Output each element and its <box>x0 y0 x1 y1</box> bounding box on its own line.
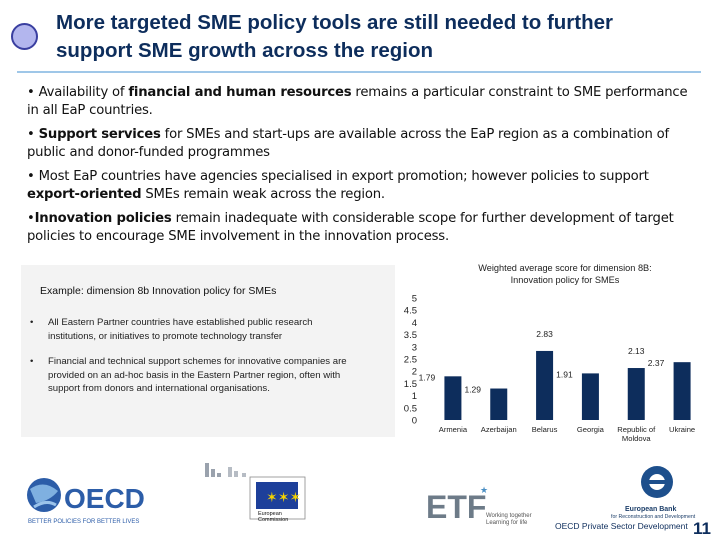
title-line-1: More targeted SME policy tools are still… <box>56 11 614 34</box>
oecd-wordmark: OECD <box>64 483 145 514</box>
bar-azerbaijan <box>490 388 508 420</box>
x-tick-label: Belarus <box>532 425 558 434</box>
ec-name-line2: Commission <box>258 517 288 523</box>
title-line-2: support SME growth across the region <box>56 39 434 62</box>
x-tick-label: Armenia <box>439 425 468 434</box>
data-label: 1.29 <box>464 385 481 395</box>
bar-belarus <box>536 350 554 420</box>
etf-tagline-line2: Learning for life <box>486 520 528 526</box>
ec-name-line1: European <box>258 511 282 517</box>
y-tick-label: 4.5 <box>404 306 417 317</box>
bullet-item: •Innovation policies remain inadequate w… <box>27 211 674 244</box>
european-commission-logo: ✶✶✶ European Commission <box>205 463 306 523</box>
example-point: • All Eastern Partner countries have esta… <box>30 317 313 342</box>
eu-flag-icon <box>256 482 298 509</box>
x-tick-label: Republic of <box>617 425 656 434</box>
x-tick-label: Ukraine <box>669 425 695 434</box>
ebrd-name-line1: European Bank <box>625 506 676 513</box>
bullet-item: • Most EaP countries have agencies speci… <box>27 169 649 202</box>
y-tick-label: 4 <box>412 318 417 329</box>
svg-text:★: ★ <box>480 485 488 495</box>
etf-wordmark: ETF <box>426 489 486 525</box>
chart-title-line-2: Innovation policy for SMEs <box>511 275 620 285</box>
oecd-tagline: BETTER POLICIES FOR BETTER LIVES <box>28 519 139 525</box>
header-bullet-circle <box>11 23 38 50</box>
y-tick-label: 0.5 <box>404 403 417 414</box>
bar-armenia <box>444 376 462 420</box>
y-tick-label: 1.5 <box>404 379 417 390</box>
data-label: 1.79 <box>419 372 436 382</box>
y-tick-label: 2 <box>412 367 417 378</box>
x-tick-label: Moldova <box>622 434 651 443</box>
page-title: More targeted SME policy tools are still… <box>56 9 696 65</box>
x-tick-label: Azerbaijan <box>481 425 517 434</box>
example-points: • All Eastern Partner countries have esta… <box>30 316 360 408</box>
data-label: 2.83 <box>536 329 553 339</box>
bar-republic-of-moldova <box>627 368 645 420</box>
svg-text:✶✶✶: ✶✶✶ <box>266 489 301 505</box>
y-tick-label: 2.5 <box>404 355 417 366</box>
example-title: Example: dimension 8b Innovation policy … <box>40 285 277 297</box>
partner-logos: OECD BETTER POLICIES FOR BETTER LIVES ✶✶… <box>27 463 696 526</box>
page-number: 11 <box>693 519 711 538</box>
y-tick-label: 1 <box>412 391 417 402</box>
data-label: 1.91 <box>556 369 573 379</box>
x-tick-label: Georgia <box>577 425 605 434</box>
bullet-item: • Availability of financial and human re… <box>27 85 688 118</box>
innovation-score-bar-chart: Weighted average score for dimension 8B:… <box>404 263 695 443</box>
example-panel <box>21 265 395 437</box>
oecd-logo: OECD BETTER POLICIES FOR BETTER LIVES <box>27 478 145 525</box>
etf-logo: ETF ★ Working together Learning for life <box>426 485 532 526</box>
y-tick-label: 3 <box>412 342 417 353</box>
bar-ukraine <box>673 362 691 420</box>
title-divider <box>17 71 701 73</box>
bullet-item: • Support services for SMEs and start-up… <box>27 127 669 160</box>
ebrd-logo: European Bank for Reconstruction and Dev… <box>611 466 696 520</box>
y-tick-label: 5 <box>412 294 417 305</box>
example-point: • Financial and technical support schemes… <box>30 356 347 394</box>
data-label: 2.37 <box>648 358 665 368</box>
data-label: 2.13 <box>628 346 645 356</box>
bullet-list: • Availability of financial and human re… <box>27 84 697 252</box>
y-tick-label: 3.5 <box>404 330 417 341</box>
bar-georgia <box>581 373 599 420</box>
y-tick-label: 0 <box>412 416 417 427</box>
footer-note: OECD Private Sector Development <box>555 521 688 531</box>
ebrd-name-line2: for Reconstruction and Development <box>611 514 696 520</box>
etf-tagline-line1: Working together <box>486 513 532 519</box>
chart-title-line-1: Weighted average score for dimension 8B: <box>478 263 651 273</box>
